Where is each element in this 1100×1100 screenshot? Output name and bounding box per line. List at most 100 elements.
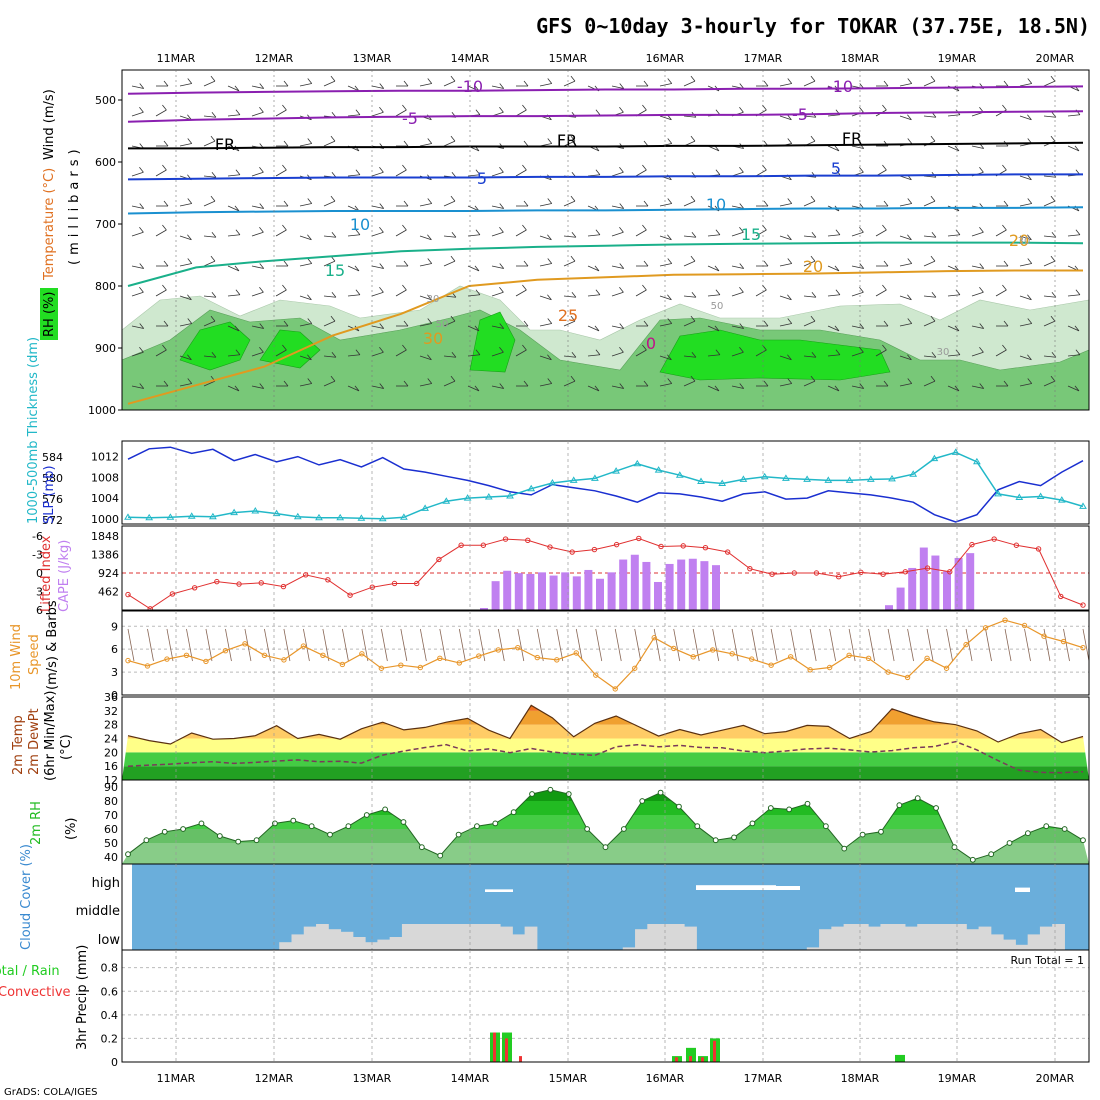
wind-barb-feather [235,109,241,115]
wind-barb [203,175,216,178]
wind-barb-feather [930,75,936,82]
wind-barb [611,325,624,329]
wind-barb [1067,294,1080,297]
wind-barb-feather [474,385,480,392]
wind-barb [371,205,384,209]
wind-barb [683,115,696,118]
wind-barb [347,234,360,237]
wind-marker [904,674,911,681]
wind-barb [611,291,624,297]
wind-barb [1019,235,1032,241]
cape-bar-18MAR [919,547,928,610]
lifted-marker [347,592,353,598]
lifted-marker [125,591,131,598]
x-tick-bottom-13MAR: 13MAR [353,1072,392,1085]
wind-barb-feather [235,229,241,235]
rh-marker [143,837,150,844]
temp-tick-24: 24 [104,733,118,746]
wind-barb [947,354,960,357]
wind-barb [251,171,264,177]
wind-barb-feather [475,109,481,115]
temp-label-line1: 2m Temp [11,715,26,775]
wind-barb [827,354,840,357]
precip-convective-bar [505,1038,508,1062]
wind-barb-feather [379,83,385,89]
cape-bar-18MAR [931,555,940,610]
series-temperature [127,704,1084,745]
wind-barb-feather [259,323,265,329]
thickness-marker [187,512,196,519]
x-tick-top-11MAR: 11MAR [157,52,196,65]
wind-barb [563,355,576,358]
x-tick-top-13MAR: 13MAR [353,52,392,65]
wind-barb-feather [379,323,385,329]
wind-barb [659,323,672,327]
rh-marker [345,823,352,830]
wind-barb-feather [1027,318,1033,324]
wind10-label-line2: Speed [27,634,42,675]
contour-label-6: FR [842,129,862,148]
lifted-marker [747,565,753,572]
wind-barb-feather [882,224,887,231]
wind-barb [803,115,816,118]
low-cloud-bar [647,924,661,950]
precip-tick-0.2: 0.2 [101,1032,119,1045]
contour-label-17: 30 [1018,236,1031,247]
wind-barb-feather [450,255,456,262]
wind-barb-feather [547,198,553,204]
precip-convective-bar [493,1032,496,1062]
lifted-marker [391,580,398,587]
wind-10m-barb [907,628,914,662]
wind-barb-feather [139,167,144,173]
wind-barb-feather [619,227,624,233]
rh-marker [602,844,609,851]
wind-barb-feather [642,284,647,291]
wind-barb-feather [595,289,601,295]
slp-ylabel-group: 1000-500mb Thickness (dm) SLP (mb) [26,337,57,524]
wind-barb [443,320,456,327]
wind-barb-feather [979,167,984,173]
wind-barb-feather [522,344,527,351]
wind-barb-feather [259,227,264,233]
wind-barb [611,265,624,269]
wind-barb [851,385,864,389]
wind-barb-feather [210,135,216,142]
wind-barb-feather [1027,258,1033,264]
wind-barb [299,295,312,301]
wind-barb [875,229,887,237]
x-tick-top-15MAR: 15MAR [549,52,588,65]
wind-barb-feather [571,292,577,298]
wind-barb [539,83,552,87]
precip-axis-label: 3hr Precip (mm) [75,945,90,1050]
series-thickness [127,451,1084,520]
wind-10m-barb [322,628,330,662]
low-cloud-bar [438,924,452,950]
cape-bar-18MAR [954,557,963,610]
lifted-marker [769,571,775,577]
wind-marker [164,656,170,662]
wind-barb-feather [211,292,217,298]
wind-barb-feather [930,255,936,262]
contour-label-21: 30 [937,347,950,358]
wind-barb-feather [1027,354,1032,360]
low-cloud-bar [377,939,391,950]
wind-barb-feather [907,258,913,264]
wind-barb-feather [163,80,169,87]
wind-barb-feather [234,265,240,272]
wind-barb-feather [1002,284,1007,291]
wind-marker [476,653,482,659]
lifted-marker [569,549,575,555]
wind-barb-feather [547,78,553,84]
wind-barb-feather [355,109,361,115]
thickness-marker [697,477,705,484]
wind-barb [659,83,672,87]
wind-barb-feather [234,205,240,212]
wind-barb-feather [763,320,769,327]
rh-field-high-0 [179,321,251,371]
cape-bar-14MAR [712,565,720,610]
thickness-marker [654,466,663,473]
wind-barb-feather [427,258,433,264]
wind-barb [179,263,192,267]
wind-barb [587,354,600,357]
wind-barb-feather [570,255,576,262]
